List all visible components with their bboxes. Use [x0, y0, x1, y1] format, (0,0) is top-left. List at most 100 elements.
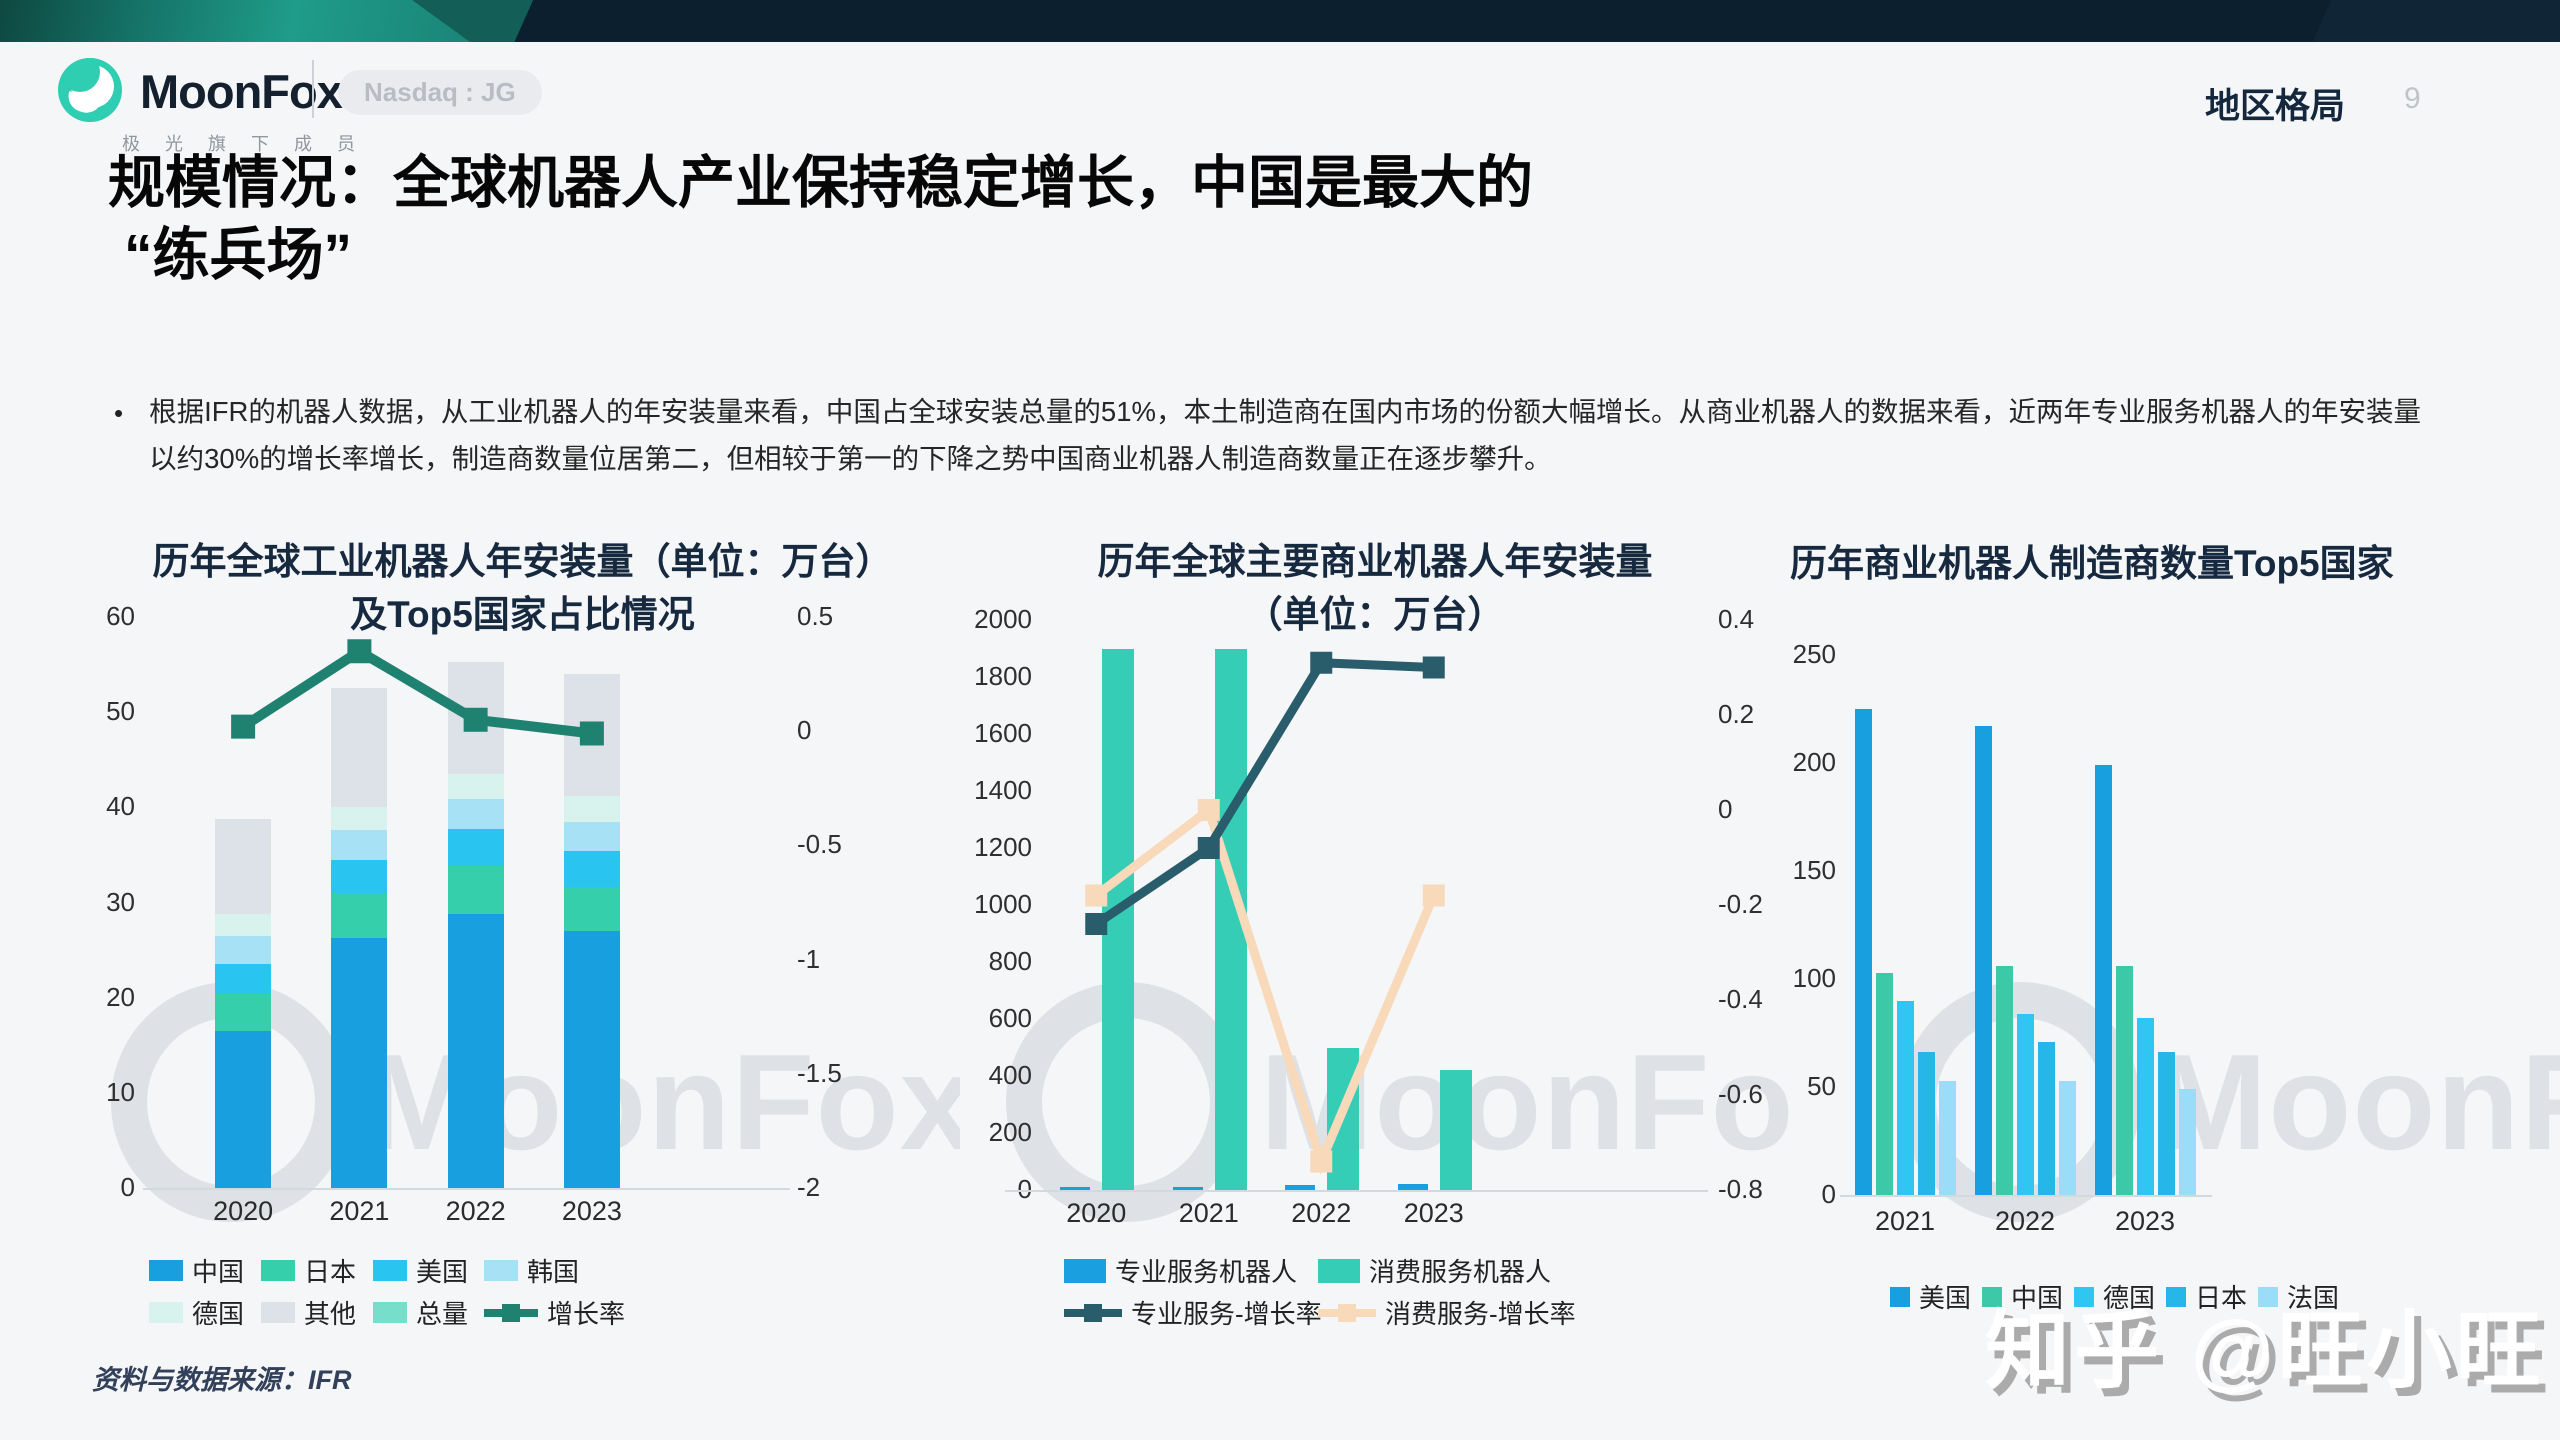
line-消费服务-增长率: [1093, 802, 1438, 1175]
line-增长率: [240, 645, 593, 739]
y-axis-tick-label: 400: [988, 1060, 1032, 1090]
bar-专业服务机器人: [1060, 1187, 1091, 1190]
y-axis-tick-label: 100: [1792, 963, 1836, 993]
bar-segment-日本: [447, 866, 504, 914]
bar-专业服务机器人: [1172, 1187, 1203, 1190]
legend-item-美国: 美国: [1890, 1278, 1971, 1315]
bar-中国: [1996, 966, 2013, 1195]
bullet-marker: •: [114, 398, 124, 428]
y-axis-tick-label: 250: [1792, 639, 1836, 669]
bar-美国: [1975, 726, 1992, 1195]
y-axis-tick-label: 20: [106, 981, 135, 1012]
y-axis-tick-label: 0: [1821, 1179, 1836, 1209]
y-axis-tick-label: 40: [106, 791, 135, 822]
bar-美国: [1855, 709, 1872, 1195]
x-axis-label: 2022: [1994, 1206, 2056, 1236]
y-axis-tick-label: 10: [106, 1076, 135, 1107]
legend-item-法国: 法国: [2258, 1278, 2339, 1315]
legend-label: 中国: [192, 1257, 245, 1287]
bar-segment-德国: [447, 774, 504, 799]
bar-segment-中国: [331, 937, 388, 1188]
legend-swatch-icon: [261, 1260, 295, 1281]
legend-item-其他: 其他: [261, 1294, 356, 1331]
legend-swatch-icon: [484, 1260, 518, 1281]
secondary-y-axis-tick-label: -0.8: [1718, 1174, 1763, 1204]
bar-专业服务机器人: [1285, 1185, 1316, 1190]
legend-swatch-icon: [1318, 1258, 1360, 1283]
marker-增长率: [579, 721, 604, 746]
chart-title: 历年全球主要商业机器人年安装量 （单位：万台）: [960, 536, 1790, 641]
legend-swatch-icon: [149, 1260, 183, 1281]
chart-title-line1: 历年全球工业机器人年安装量（单位：万台）: [152, 541, 893, 582]
bar-segment-其他: [331, 688, 388, 808]
bar-法国: [2059, 1080, 2076, 1195]
x-axis-label: 2020: [213, 1196, 274, 1226]
secondary-y-axis-tick-label: -1.5: [797, 1057, 842, 1088]
legend-swatch-icon: [1890, 1286, 1910, 1307]
marker-消费服务-增长率: [1310, 1150, 1333, 1173]
bar-日本: [2158, 1052, 2175, 1195]
legend-label: 中国: [2011, 1283, 2064, 1313]
line-series-layer: [231, 639, 604, 746]
x-axis-label: 2020: [1066, 1198, 1127, 1228]
secondary-y-axis-tick-label: -1: [797, 943, 821, 974]
logo-bite-shape: [60, 58, 100, 92]
bar-segment-德国: [331, 807, 388, 831]
bar-中国: [1876, 972, 1893, 1195]
marker-专业服务-增长率: [1085, 913, 1108, 935]
zhihu-author-watermark: 知乎 @旺小旺: [1985, 1304, 2545, 1399]
secondary-y-axis-tick-label: -0.2: [1718, 889, 1763, 919]
legend-item-中国: 中国: [149, 1252, 244, 1289]
marker-专业服务-增长率: [1422, 656, 1445, 679]
bar-专业服务机器人: [1397, 1184, 1428, 1190]
legend-line-swatch-icon: [1318, 1302, 1376, 1324]
y-axis-tick-label: 1200: [974, 832, 1032, 862]
bar-segment-韩国: [215, 935, 272, 965]
legend-label: 韩国: [527, 1257, 580, 1287]
bar-日本: [1918, 1052, 1935, 1195]
y-axis-tick-label: 1000: [974, 889, 1032, 919]
legend-line-marker: [1338, 1303, 1356, 1322]
bar-segment-日本: [331, 892, 388, 938]
bullet-text: 根据IFR的机器人数据，从工业机器人的年安装量来看，中国占全球安装总量的51%，…: [149, 396, 2421, 475]
bar-segment-美国: [331, 859, 388, 893]
header-divider: [312, 60, 314, 118]
legend-swatch-icon: [261, 1302, 295, 1323]
legend-item-总量: 总量: [373, 1294, 468, 1331]
y-axis-tick-label: 0: [1017, 1174, 1032, 1204]
marker-增长率: [463, 707, 488, 732]
slide-title-line1: 规模情况：全球机器人产业保持稳定增长，中国是最大的: [108, 151, 1533, 215]
legend-label: 专业服务机器人: [1115, 1257, 1298, 1287]
marker-消费服务-增长率: [1085, 884, 1108, 907]
slide-title-line2: “练兵场”: [124, 222, 352, 287]
y-axis-tick-label: 200: [988, 1117, 1032, 1147]
bar-美国: [2095, 765, 2112, 1195]
y-axis-tick-label: 50: [106, 696, 135, 727]
legend-item-增长率: 增长率: [484, 1294, 625, 1331]
chart-title-line2: 及Top5国家占比情况: [350, 593, 695, 635]
y-axis-tick-label: 600: [988, 1003, 1032, 1033]
legend-swatch-icon: [2074, 1286, 2094, 1307]
legend-line-marker: [502, 1303, 520, 1322]
page-number: 9: [2404, 82, 2421, 115]
legend-swatch-icon: [149, 1302, 183, 1323]
bar-segment-中国: [563, 931, 620, 1188]
x-axis-label: 2022: [1291, 1198, 1352, 1228]
legend-item-专业服务机器人: 专业服务机器人: [1064, 1252, 1297, 1289]
manufacturer-count-chart: MoonFox 历年商业机器人制造商数量Top5国家 250 200 150 100 5…: [1780, 530, 2560, 1350]
chart-title: 历年全球工业机器人年安装量（单位：万台） 及Top5国家占比情况: [85, 536, 960, 641]
marker-增长率: [347, 639, 372, 664]
legend-item-中国: 中国: [1982, 1278, 2063, 1315]
x-axis-label: 2021: [329, 1196, 390, 1226]
legend-label: 法国: [2287, 1283, 2340, 1313]
legend-label: 美国: [1919, 1283, 1972, 1313]
legend-swatch-icon: [373, 1260, 407, 1281]
secondary-y-axis-tick-label: -0.5: [797, 829, 842, 860]
slide-title: 规模情况：全球机器人产业保持稳定增长，中国是最大的 “练兵场”: [108, 148, 2448, 292]
x-axis-line: [1840, 1195, 2212, 1197]
chart-title-line1: 历年全球主要商业机器人年安装量: [1097, 541, 1653, 582]
bar-segment-日本: [563, 887, 620, 932]
legend-line-swatch-icon: [484, 1302, 538, 1324]
brand-subtitle: 极 光 旗 下 成 员: [122, 134, 366, 154]
